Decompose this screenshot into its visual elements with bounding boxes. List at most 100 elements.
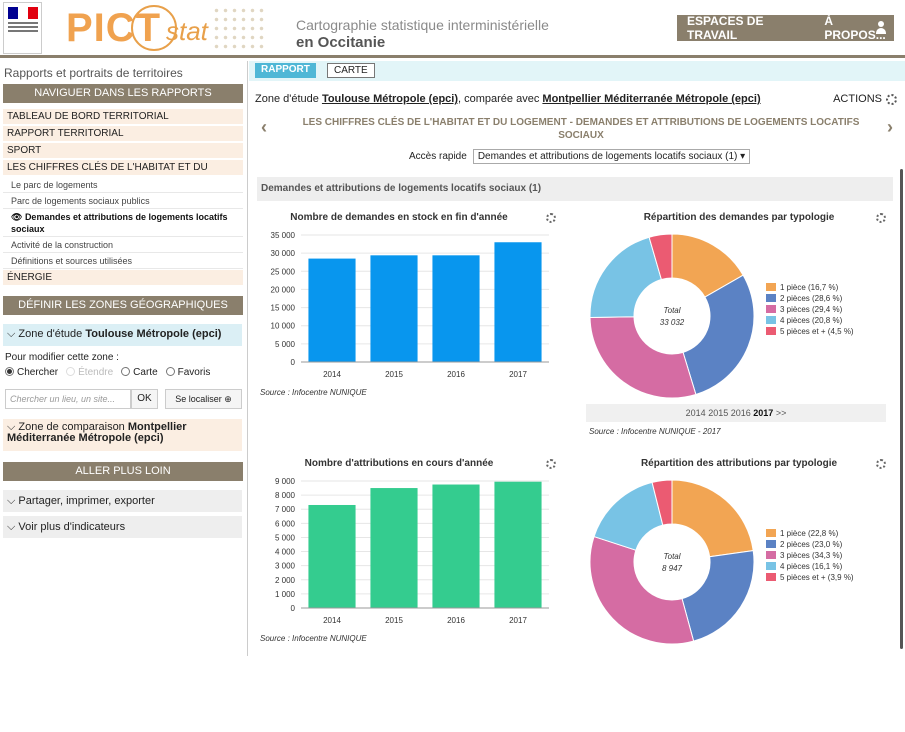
actions-menu[interactable]: ACTIONS: [833, 93, 897, 105]
submenu-item-social-housing[interactable]: Parc de logements sociaux publics: [3, 193, 243, 209]
nav-about[interactable]: À PROPOS...: [824, 14, 886, 42]
y-tick-label: 7 000: [275, 505, 296, 514]
submenu-item-housing-stock[interactable]: Le parc de logements: [3, 177, 243, 193]
submenu-item-construction[interactable]: Activité de la construction: [3, 237, 243, 253]
report-title: LES CHIFFRES CLÉS DE L'HABITAT ET DU LOG…: [302, 117, 860, 141]
chart-attributions-typology: Total 8 947 1 pièce (22,8 %) 2 pièces (23,0…: [589, 479, 854, 645]
y-tick-label: 8 000: [275, 491, 296, 500]
legend-label: 1 pièce (16,7 %): [780, 283, 839, 292]
chevron-right-icon[interactable]: ›: [887, 117, 893, 137]
zone-comparaison[interactable]: ⌵ Zone de comparaison Montpellier Médite…: [3, 419, 242, 451]
radio-favoris[interactable]: Favoris: [165, 367, 210, 378]
accordion-more-indicators[interactable]: ⌵ Voir plus d'indicateurs: [3, 516, 242, 538]
year-next[interactable]: >>: [775, 408, 787, 418]
menu-item-sport[interactable]: SPORT: [3, 143, 243, 159]
submenu-item-definitions[interactable]: Définitions et sources utilisées: [3, 253, 243, 269]
y-tick-label: 30 000: [271, 249, 296, 258]
tab-rapport[interactable]: RAPPORT: [255, 63, 316, 78]
main-panel: RAPPORT CARTE Zone d'étude Toulouse Métr…: [249, 61, 905, 656]
scrollbar[interactable]: [900, 169, 903, 649]
pie-slice-5: [648, 233, 673, 281]
y-tick-label: 5 000: [275, 533, 296, 542]
chart1-title: Nombre de demandes en stock en fin d'ann…: [290, 212, 508, 223]
locate-button[interactable]: Se localiser ⊕: [165, 389, 242, 409]
zone-etude-link[interactable]: Toulouse Métropole (epci): [321, 93, 459, 105]
further-heading[interactable]: ALLER PLUS LOIN: [3, 462, 243, 481]
year-2015[interactable]: 2015: [708, 408, 729, 418]
y-tick-label: 1 000: [275, 590, 296, 599]
y-tick-label: 3 000: [275, 562, 296, 571]
y-tick-label: 0: [291, 604, 296, 613]
chart4-title: Répartition des attributions par typolog…: [640, 458, 838, 469]
legend-label: 2 pièces (28,6 %): [780, 294, 843, 303]
menu-item-housing[interactable]: LES CHIFFRES CLÉS DE L'HABITAT ET DU LOG…: [3, 160, 243, 189]
x-tick-label: 2017: [509, 616, 527, 625]
marianne-logo: [3, 2, 42, 54]
logo-pict[interactable]: PICT: [66, 6, 162, 50]
y-tick-label: 25 000: [271, 267, 296, 276]
menu-item-territorial-report[interactable]: RAPPORT TERRITORIAL: [3, 126, 243, 142]
y-tick-label: 0: [291, 358, 296, 367]
year-2014[interactable]: 2014: [685, 408, 706, 418]
year-2017[interactable]: 2017: [753, 408, 774, 418]
nav-workspaces[interactable]: ESPACES DE TRAVAIL: [687, 14, 764, 42]
source-chart3: Source : Infocentre NUNIQUE: [260, 634, 367, 643]
legend-swatch: [766, 573, 776, 581]
user-icon[interactable]: [876, 21, 886, 35]
gear-icon[interactable]: [876, 459, 886, 469]
menu-item-energie[interactable]: ÉNERGIE: [3, 270, 243, 286]
logo-stat: stat: [166, 16, 208, 46]
zone-comparaison-link[interactable]: Montpellier Méditerranée Métropole (epci…: [542, 93, 761, 105]
section-title: Demandes et attributions de logements lo…: [257, 177, 893, 201]
x-tick-label: 2017: [509, 370, 527, 379]
chevron-down-icon: ⌵: [7, 495, 19, 507]
bar-2016: [432, 255, 480, 362]
y-tick-label: 20 000: [271, 285, 296, 294]
pie-slice-3: [589, 535, 695, 645]
gear-icon[interactable]: [546, 459, 556, 469]
year-2016[interactable]: 2016: [730, 408, 751, 418]
pie-slice-1: [671, 479, 754, 558]
legend-swatch: [766, 540, 776, 548]
quick-access-select[interactable]: Demandes et attributions de logements lo…: [472, 149, 751, 164]
accordion-share[interactable]: ⌵ Partager, imprimer, exporter: [3, 490, 242, 512]
header-subtitle: Cartographie statistique interministérie…: [296, 17, 549, 33]
radio-chercher[interactable]: Chercher: [5, 367, 58, 378]
x-tick-label: 2014: [323, 370, 341, 379]
chevron-left-icon[interactable]: ‹: [261, 117, 267, 137]
legend-label: 3 pièces (29,4 %): [780, 305, 843, 314]
zone-etude[interactable]: ⌵ Zone d'étude Toulouse Métropole (epci): [3, 324, 242, 346]
pie-center-label: Total: [663, 552, 680, 561]
source-chart1: Source : Infocentre NUNIQUE: [260, 388, 367, 397]
legend-label: 5 pièces et + (4,5 %): [780, 327, 854, 336]
zone-mode-radios: Chercher Étendre Carte Favoris: [5, 367, 210, 378]
legend-swatch: [766, 551, 776, 559]
zones-heading[interactable]: DÉFINIR LES ZONES GÉOGRAPHIQUES: [3, 296, 243, 315]
submenu-item-demands-attributions[interactable]: 👁 Demandes et attributions de logements …: [3, 209, 243, 237]
x-tick-label: 2015: [385, 616, 403, 625]
gear-icon[interactable]: [876, 213, 886, 223]
legend-label: 3 pièces (34,3 %): [780, 551, 843, 560]
tab-carte[interactable]: CARTE: [327, 63, 375, 78]
year-selector[interactable]: 2014 2015 2016 2017 >>: [586, 404, 886, 422]
search-input[interactable]: Chercher un lieu, un site...: [5, 389, 131, 409]
bar-2014: [308, 504, 356, 608]
logo-dots: [212, 6, 268, 50]
legend-label: 4 pièces (20,8 %): [780, 316, 843, 325]
x-tick-label: 2015: [385, 370, 403, 379]
quick-access: Accès rapide Demandes et attributions de…: [409, 149, 751, 164]
bar-2016: [432, 484, 480, 608]
bar-2015: [370, 488, 418, 608]
menu-item-dashboard[interactable]: TABLEAU DE BORD TERRITORIAL: [3, 109, 243, 125]
ok-button[interactable]: OK: [131, 389, 158, 409]
pie-center-value: 8 947: [662, 564, 683, 573]
pie-slice-3: [589, 316, 697, 399]
zone-summary: Zone d'étude Toulouse Métropole (epci), …: [255, 93, 761, 105]
view-tabs: RAPPORT CARTE: [249, 61, 905, 81]
nav-reports-heading[interactable]: NAVIGUER DANS LES RAPPORTS: [3, 84, 243, 103]
pie-slice-2: [681, 550, 755, 642]
bar-2017: [494, 481, 542, 608]
sidebar-title: Rapports et portraits de territoires: [4, 66, 183, 80]
gear-icon[interactable]: [546, 213, 556, 223]
radio-carte[interactable]: Carte: [121, 367, 158, 378]
